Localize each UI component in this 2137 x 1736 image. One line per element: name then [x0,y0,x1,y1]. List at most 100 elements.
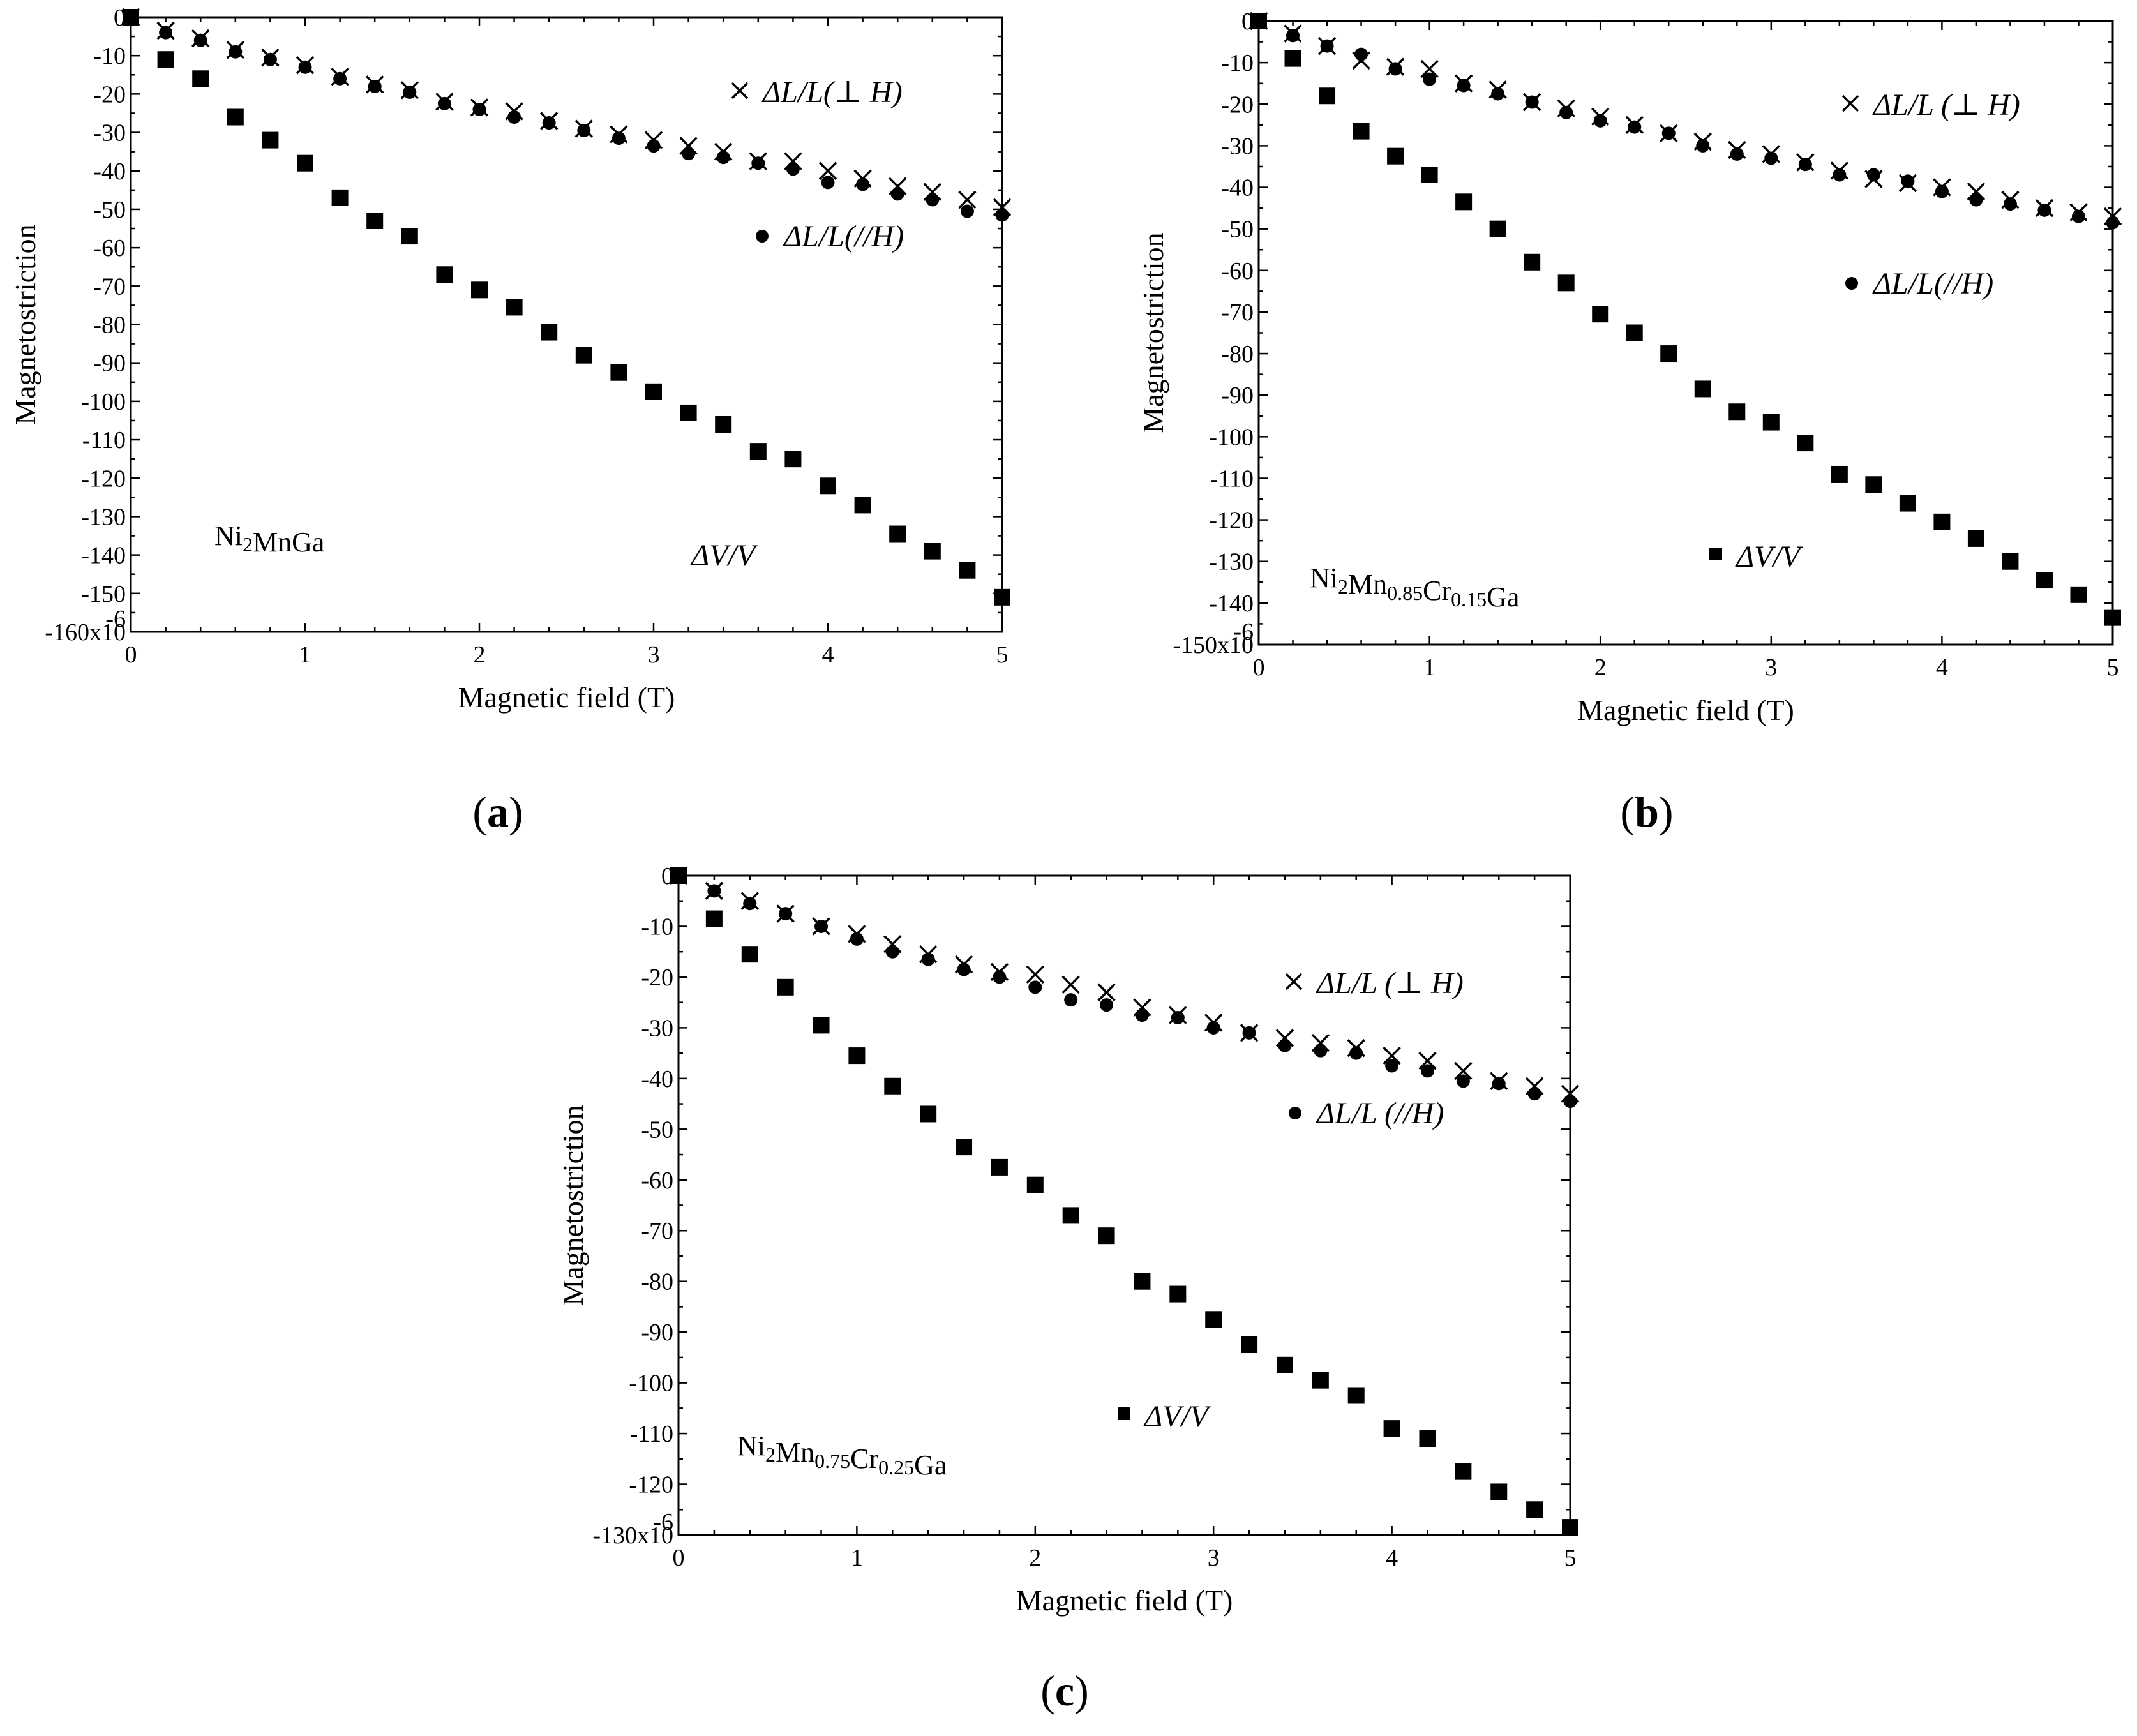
data-point-square [777,978,794,996]
y-tick-label: -50 [1221,216,1254,243]
data-point-square [471,281,488,299]
data-point-circle [2071,209,2085,223]
data-point-circle [263,52,277,66]
data-point-cross [1026,965,1045,984]
data-point-circle [403,85,417,99]
data-point-square [1098,1227,1115,1245]
x-tick-label: 0 [1253,654,1265,681]
x-axis-title: Magnetic field (T) [1577,694,1794,726]
x-tick-label: 4 [1386,1545,1398,1571]
data-point-square [227,108,244,126]
data-point-circle [1492,1077,1506,1091]
y-tick-label: -60 [93,235,126,262]
data-point-circle [437,96,451,110]
data-point-circle [577,124,591,138]
panel-tag: (b) [1620,788,1673,836]
data-point-circle [1969,193,1983,207]
data-point-circle [1028,980,1042,994]
legend-marker-square [1118,1407,1130,1420]
data-point-square [820,477,836,495]
legend-circle-icon [1845,277,1858,290]
y-tick-label: -110 [82,427,126,454]
data-point-square [1387,147,1404,165]
y-tick-label: -20 [1221,91,1254,118]
y-tick-label: -100 [1209,424,1254,451]
data-point-cross [1420,59,1439,79]
y-axis-title: Magnetostriction [9,224,41,424]
data-point-circle [1354,47,1368,61]
legend-marker-circle [756,230,769,243]
data-point-square [884,1077,901,1095]
data-point-square [366,212,384,229]
x-axis-title: Magnetic field (T) [458,681,675,714]
data-point-circle [1349,1046,1363,1060]
data-point-circle [1559,105,1573,119]
y-tick-label: -60 [641,1167,673,1194]
y-tick-label: -90 [1221,382,1254,409]
data-point-square [784,451,802,468]
x-tick-label: 0 [673,1545,685,1571]
data-point-circle [333,71,347,86]
y-tick-label: -100 [81,389,126,415]
data-point-square [1455,193,1473,211]
data-point-cross [1454,1061,1473,1081]
data-point-square [1762,414,1780,431]
data-point-circle [1314,1044,1328,1058]
data-point-square [1026,1176,1044,1194]
data-point-circle [957,962,971,976]
y-tick-label: -40 [93,158,126,185]
y-tick-label: -10 [1221,50,1254,77]
legend-square-icon [1709,548,1722,560]
legend-label-cross: ΔL/L (⊥ H) [1872,88,2020,122]
y-exponent-label: -6 [653,1509,673,1536]
data-point-square [1592,306,1609,323]
data-point-square [1524,253,1541,271]
data-point-circle [993,970,1007,984]
data-point-circle [542,116,556,130]
data-point-square [1728,403,1746,421]
data-point-square [1276,1356,1293,1373]
data-point-square [994,588,1010,606]
data-point-square [854,497,871,514]
data-point-square [1134,1273,1151,1290]
data-point-square [1419,1430,1436,1448]
data-point-square [610,364,627,381]
data-point-square [2070,586,2087,603]
data-point-square [1353,123,1370,140]
y-tick-label: -40 [641,1066,673,1093]
data-point-circle [814,919,829,933]
data-point-square [297,154,313,172]
data-point-circle [821,176,835,190]
data-point-circle [1286,29,1300,43]
data-point-square [2104,609,2121,626]
data-point-circle [1593,114,1607,128]
sample-name: Ni2MnGa [214,520,324,558]
data-point-circle [1100,998,1114,1012]
legend-label-square: ΔV/V [690,539,758,572]
y-tick-label: -30 [641,1015,673,1042]
legend-label-square: ΔV/V [1143,1400,1211,1433]
data-point-square [670,867,687,884]
y-tick-label: -90 [641,1319,673,1346]
data-point-square [680,404,697,421]
y-tick-label: -40 [1221,175,1254,202]
legend-cross-icon [731,82,749,100]
data-point-cross [818,161,837,180]
data-point-square [1557,274,1575,292]
panel-tag: (a) [472,788,523,836]
y-tick-label: -10 [641,913,673,940]
data-point-circle [786,162,800,176]
data-point-square [1899,495,1916,512]
data-point-circle [1064,993,1078,1007]
data-point-circle [611,131,626,146]
data-point-circle [159,26,173,40]
data-point-circle [751,156,765,170]
legend-marker-circle [1845,277,1858,290]
x-tick-label: 1 [1423,654,1436,681]
legend-marker-cross [1285,973,1303,991]
y-tick-label: -130x10 [592,1522,673,1549]
data-point-circle [1456,1074,1470,1088]
y-tick-label: -70 [641,1218,673,1245]
data-point-square [813,1017,830,1034]
y-tick-label: -120 [1209,507,1254,534]
